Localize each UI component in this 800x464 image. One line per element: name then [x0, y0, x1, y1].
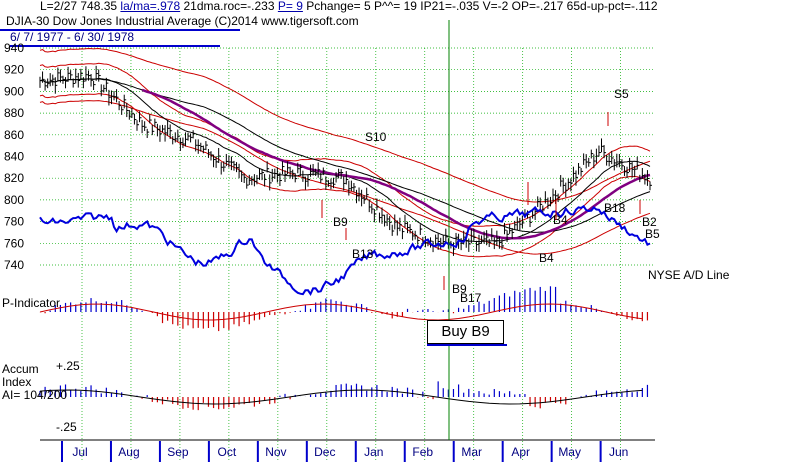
date-range: 6/ 7/ 1977 - 6/ 30/ 1978 [10, 30, 135, 44]
buy-underline [427, 344, 507, 346]
lama-value: la/ma=.978 [120, 0, 181, 13]
month-label: Nov [265, 445, 286, 459]
y-tick-label: 840 [4, 150, 24, 164]
accum-minus: -.25 [56, 420, 77, 434]
upper-band-65 [39, 47, 651, 203]
accum-label-3: AI= 104/200 [2, 388, 68, 402]
accum-label-1: Accum [2, 362, 39, 376]
signal-label: B9 [333, 215, 348, 229]
stats-line: L=2/27 748.35 la/ma=.978 21dma.roc=-.233… [40, 0, 658, 13]
y-tick-label: 860 [4, 128, 24, 142]
month-label: Sep [167, 445, 189, 459]
signal-label: B17 [460, 291, 482, 305]
p-indicator-ma [39, 303, 643, 321]
signal-label: B4 [539, 251, 554, 265]
y-tick-label: 940 [4, 41, 24, 55]
y-tick-label: 820 [4, 171, 24, 185]
y-tick-label: 880 [4, 106, 24, 120]
y-tick-label: 740 [4, 258, 24, 272]
accum-ma [39, 389, 643, 405]
p-indicator-label: P-Indicator [2, 296, 61, 310]
month-label: Aug [118, 445, 139, 459]
month-label: May [558, 445, 581, 459]
accum-plus: +.25 [56, 359, 80, 373]
buy-signal-box: Buy B9 [427, 320, 504, 344]
y-tick-label: 760 [4, 236, 24, 250]
title-underline [0, 29, 240, 31]
nyse-ad-line [39, 204, 651, 297]
month-label: Oct [218, 445, 237, 459]
date-underline [10, 45, 220, 47]
signal-label: B5 [645, 227, 660, 241]
month-label: Jul [72, 445, 87, 459]
ma-65-line [39, 78, 651, 233]
month-label: Jun [609, 445, 628, 459]
lower-band-65 [39, 100, 651, 255]
accum-label-2: Index [2, 375, 32, 389]
chart-title: DJIA-30 Dow Jones Industrial Average (C)… [6, 15, 359, 28]
ma-purple-line [141, 88, 651, 240]
signal-label: S5 [614, 87, 629, 101]
month-label: Feb [412, 445, 433, 459]
credit: (C)2014 www.tigersoft.com [211, 14, 359, 28]
p-value: P= 9 [277, 0, 303, 13]
signal-label: B2 [642, 215, 657, 229]
signal-label: B18 [604, 201, 626, 215]
month-label: Apr [511, 445, 530, 459]
y-tick-label: 800 [4, 193, 24, 207]
signal-label: B4 [553, 213, 568, 227]
signal-label: B9 [452, 282, 467, 296]
month-label: Dec [314, 445, 335, 459]
index-name: DJIA-30 Dow Jones Industrial Average [6, 14, 212, 28]
month-label: Jan [364, 445, 383, 459]
lower-band-21 [39, 93, 651, 258]
y-tick-label: 900 [4, 84, 24, 98]
signal-label: B13 [352, 247, 374, 261]
month-label: Mar [461, 445, 482, 459]
signal-label: S10 [365, 130, 387, 144]
ad-line-label: NYSE A/D Line [648, 268, 730, 282]
y-tick-label: 780 [4, 215, 24, 229]
y-tick-label: 920 [4, 63, 24, 77]
